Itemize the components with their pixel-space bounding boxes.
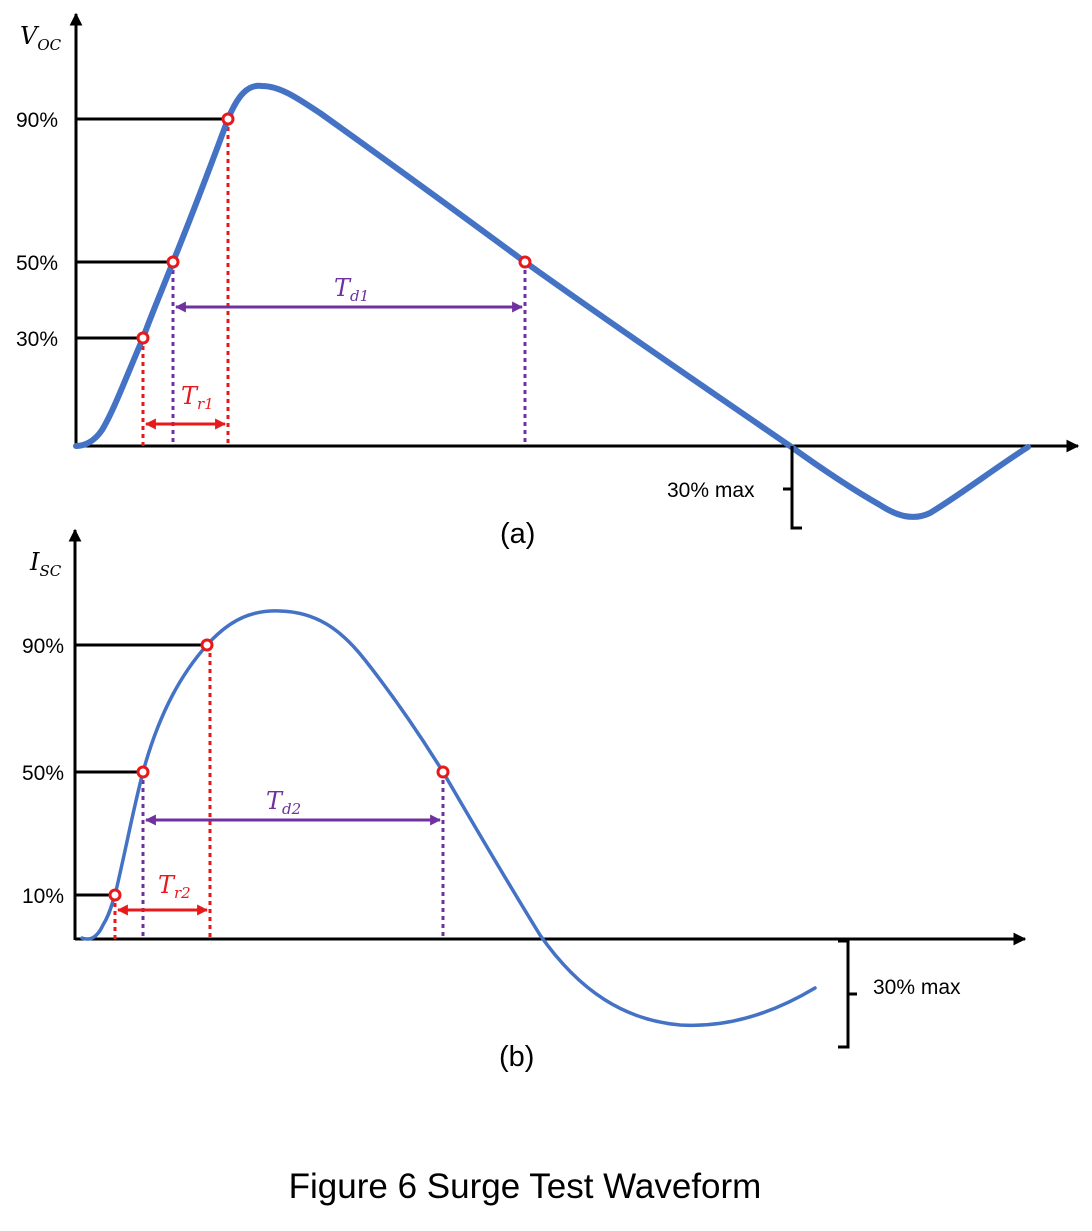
- panel-a-duration-label: Td1: [334, 274, 369, 305]
- panel-a-y-axis-label: VOC: [20, 22, 62, 54]
- panel-b-marker-50-rise: [136, 765, 150, 779]
- panel-b-undershoot-bracket: [838, 939, 857, 1049]
- panel-a-marker-50-fall: [518, 255, 532, 269]
- panel-b: ISC 90% 50% 10% Td2 Tr2: [22, 528, 1027, 1073]
- panel-a-undershoot-label: 30% max: [667, 479, 755, 502]
- panel-b-level-label-90: 90%: [22, 635, 64, 658]
- panel-a-marker-30: [136, 331, 150, 345]
- panel-b-duration-label: Td2: [266, 787, 301, 818]
- panel-b-level-label-10: 10%: [22, 885, 64, 908]
- panel-a-marker-90: [221, 112, 235, 126]
- panel-a-voltage-waveform: [73, 82, 1031, 520]
- panel-b-current-waveform: [80, 609, 817, 1028]
- panel-a-level-label-50: 50%: [16, 252, 58, 275]
- panel-a-level-label-30: 30%: [16, 328, 58, 351]
- panel-b-label: (b): [499, 1041, 534, 1073]
- panel-a-marker-50-rise: [166, 255, 180, 269]
- panel-b-rise-label: Tr2: [158, 871, 191, 902]
- panel-a-rise-label: Tr1: [181, 382, 214, 413]
- panel-b-marker-90: [200, 638, 214, 652]
- panel-a-label: (a): [500, 518, 535, 550]
- panel-a-level-label-90: 90%: [16, 109, 58, 132]
- panel-b-marker-50-fall: [436, 765, 450, 779]
- figure-caption: Figure 6 Surge Test Waveform: [289, 1167, 762, 1206]
- panel-b-level-label-50: 50%: [22, 762, 64, 785]
- panel-b-y-axis-label: ISC: [29, 548, 62, 580]
- panel-b-marker-10: [108, 888, 122, 902]
- panel-a: VOC 90% 50% 30% Td1 Tr1: [16, 12, 1080, 550]
- panel-a-undershoot-bracket: [783, 446, 802, 530]
- panel-b-undershoot-label: 30% max: [873, 976, 961, 999]
